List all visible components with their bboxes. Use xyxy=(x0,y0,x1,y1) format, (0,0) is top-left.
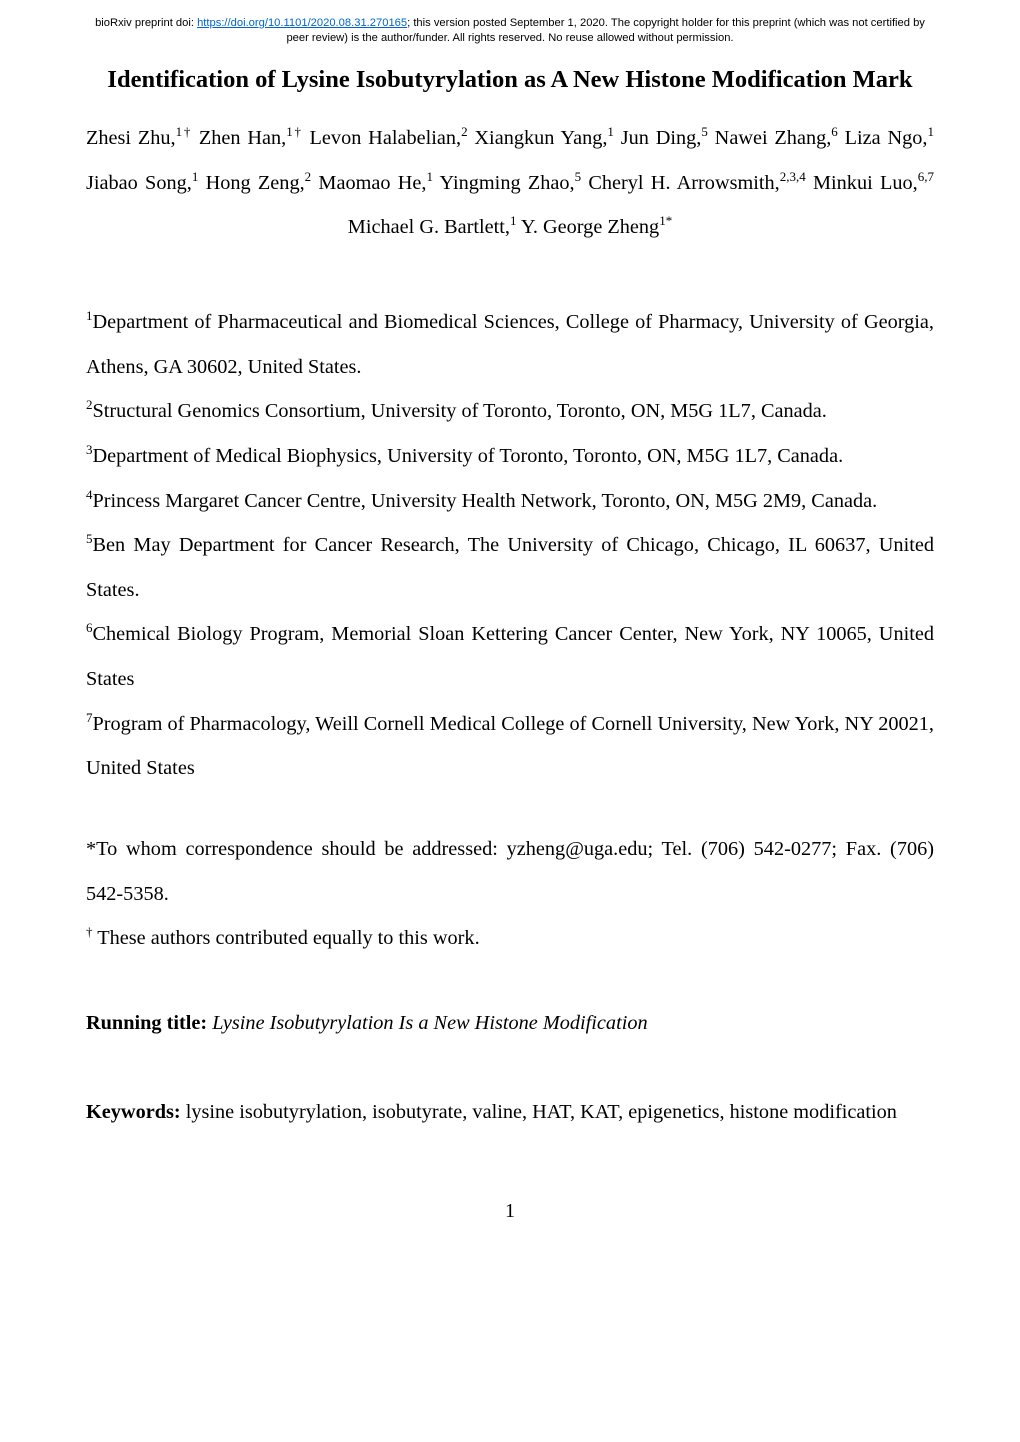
affiliation-text: Department of Medical Biophysics, Univer… xyxy=(93,445,844,467)
author: Jun Ding,5 xyxy=(621,127,708,149)
author-name: Maomao He, xyxy=(318,172,426,194)
affiliation-text: Structural Genomics Consortium, Universi… xyxy=(93,400,827,422)
author: Minkui Luo,6,7 xyxy=(813,172,934,194)
author-name: Yingming Zhao, xyxy=(439,172,574,194)
author: Maomao He,1 xyxy=(318,172,433,194)
preprint-header: bioRxiv preprint doi: https://doi.org/10… xyxy=(86,16,934,46)
affiliation: 6Chemical Biology Program, Memorial Sloa… xyxy=(86,612,934,701)
author-sup: 1† xyxy=(286,124,302,139)
keywords-value: lysine isobutyrylation, isobutyrate, val… xyxy=(186,1101,897,1123)
author-name: Jiabao Song, xyxy=(86,172,192,194)
affiliation: 7Program of Pharmacology, Weill Cornell … xyxy=(86,702,934,791)
author-sup: 1† xyxy=(176,124,192,139)
equal-contribution-line: † These authors contributed equally to t… xyxy=(86,916,934,961)
author-name: Michael G. Bartlett, xyxy=(348,216,510,238)
author-sup: 1* xyxy=(659,214,672,229)
author: Zhesi Zhu,1† xyxy=(86,127,192,149)
author: Cheryl H. Arrowsmith,2,3,4 xyxy=(588,172,805,194)
author-name: Zhesi Zhu, xyxy=(86,127,176,149)
author-sup: 1 xyxy=(192,169,199,184)
affiliations-list: 1Department of Pharmaceutical and Biomed… xyxy=(86,300,934,791)
author: Levon Halabelian,2 xyxy=(310,127,468,149)
affiliation-text: Princess Margaret Cancer Centre, Univers… xyxy=(93,490,878,512)
correspondence-line: *To whom correspondence should be addres… xyxy=(86,827,934,916)
author-name: Levon Halabelian, xyxy=(310,127,462,149)
author-list: Zhesi Zhu,1† Zhen Han,1† Levon Halabelia… xyxy=(86,116,934,250)
author-name: Hong Zeng, xyxy=(206,172,305,194)
keywords: Keywords: lysine isobutyrylation, isobut… xyxy=(86,1090,934,1135)
author: Yingming Zhao,5 xyxy=(439,172,581,194)
author-name: Zhen Han, xyxy=(199,127,286,149)
paper-title: Identification of Lysine Isobutyrylation… xyxy=(86,64,934,96)
page-number: 1 xyxy=(86,1200,934,1223)
author: Michael G. Bartlett,1 xyxy=(348,216,517,238)
author-name: Xiangkun Yang, xyxy=(474,127,607,149)
author-sup: 1 xyxy=(927,124,934,139)
author-name: Y. George Zheng xyxy=(521,216,659,238)
author: Zhen Han,1† xyxy=(199,127,303,149)
running-title-label: Running title: xyxy=(86,1012,212,1034)
affiliation: 1Department of Pharmaceutical and Biomed… xyxy=(86,300,934,389)
author: Jiabao Song,1 xyxy=(86,172,198,194)
author-name: Jun Ding, xyxy=(621,127,702,149)
author-sup: 2 xyxy=(461,124,468,139)
author: Liza Ngo,1 xyxy=(845,127,934,149)
author-sup: 2 xyxy=(305,169,312,184)
running-title: Running title: Lysine Isobutyrylation Is… xyxy=(86,1001,934,1046)
affiliation-text: Program of Pharmacology, Weill Cornell M… xyxy=(86,713,934,780)
correspondence-block: *To whom correspondence should be addres… xyxy=(86,827,934,961)
author-sup: 1 xyxy=(426,169,433,184)
affiliation: 4Princess Margaret Cancer Centre, Univer… xyxy=(86,479,934,524)
affiliation-text: Chemical Biology Program, Memorial Sloan… xyxy=(86,623,934,690)
author: Y. George Zheng1* xyxy=(521,216,672,238)
affiliation: 3Department of Medical Biophysics, Unive… xyxy=(86,434,934,479)
preprint-doi-link[interactable]: https://doi.org/10.1101/2020.08.31.27016… xyxy=(197,17,407,29)
author-sup: 6 xyxy=(831,124,838,139)
affiliation-text: Department of Pharmaceutical and Biomedi… xyxy=(86,311,934,378)
author: Nawei Zhang,6 xyxy=(715,127,838,149)
affiliation: 2Structural Genomics Consortium, Univers… xyxy=(86,389,934,434)
author-name: Liza Ngo, xyxy=(845,127,928,149)
author-sup: 1 xyxy=(510,214,517,229)
affiliation-text: Ben May Department for Cancer Research, … xyxy=(86,534,934,601)
author-sup: 5 xyxy=(575,169,582,184)
author: Hong Zeng,2 xyxy=(206,172,312,194)
preprint-prefix: bioRxiv preprint doi: xyxy=(95,17,197,29)
running-title-value: Lysine Isobutyrylation Is a New Histone … xyxy=(212,1012,647,1034)
author-sup: 5 xyxy=(701,124,708,139)
keywords-label: Keywords: xyxy=(86,1101,186,1123)
author-name: Nawei Zhang, xyxy=(715,127,832,149)
author-sup: 2,3,4 xyxy=(780,169,806,184)
author-name: Cheryl H. Arrowsmith, xyxy=(588,172,779,194)
author-sup: 6,7 xyxy=(918,169,934,184)
author-sup: 1 xyxy=(607,124,614,139)
affiliation: 5Ben May Department for Cancer Research,… xyxy=(86,523,934,612)
equal-contribution-text: These authors contributed equally to thi… xyxy=(93,927,480,949)
author: Xiangkun Yang,1 xyxy=(474,127,614,149)
author-name: Minkui Luo, xyxy=(813,172,918,194)
